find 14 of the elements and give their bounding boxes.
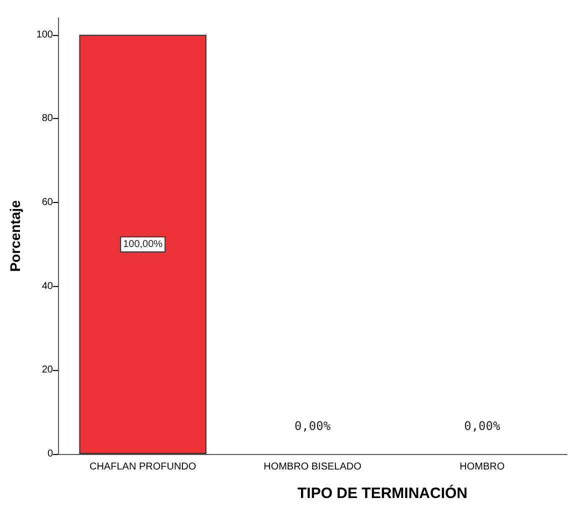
y-tick-label: 80: [42, 113, 54, 124]
data-label: 0,00%: [464, 419, 502, 433]
x-tick-label: HOMBRO: [460, 462, 505, 472]
y-tick-label: 40: [42, 280, 54, 292]
y-tick-label: 60: [42, 196, 54, 208]
y-axis-title: Porcentaje: [7, 200, 23, 272]
data-label: 100,00%: [123, 238, 163, 250]
data-label: 0,00%: [294, 419, 332, 433]
y-tick-label: 0: [47, 448, 54, 460]
x-tick-label: CHAFLAN PROFUNDO: [89, 462, 196, 472]
x-tick-label: HOMBRO BISELADO: [264, 462, 362, 472]
y-tick-label: 100: [36, 29, 54, 40]
y-tick-label: 20: [42, 364, 54, 376]
x-axis-title: TIPO DE TERMINACIÓN: [297, 484, 468, 502]
